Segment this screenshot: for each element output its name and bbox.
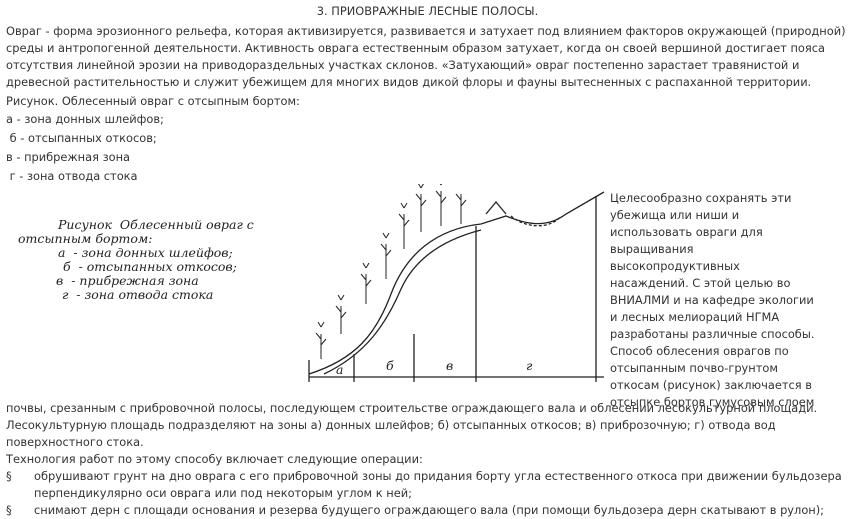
figure: Рисунок Облесенный овраг с отсыпным борт… (6, 184, 849, 409)
bullet: § (6, 469, 12, 483)
operation-text: обрушивают грунт на дно оврага с его при… (34, 469, 842, 500)
zone-letter: в (446, 358, 453, 373)
caption: Рисунок. Облесенный овраг с отсыпным бор… (6, 94, 300, 108)
figure-zone: б - отсыпанных откосов; (63, 259, 237, 274)
zone: в - прибрежная зона (6, 150, 131, 164)
title: 3. ПРИОВРАЖНЫЕ ЛЕСНЫЕ ПОЛОСЫ. (316, 4, 539, 18)
zone-letter: г (526, 358, 533, 373)
paragraph: почвы, срезанным с прибровочной полосы, … (6, 401, 818, 449)
intro: Овраг - форма эрозионного рельефа, котор… (6, 24, 846, 89)
operation-text: снимают дерн с площади основания и резер… (34, 503, 825, 517)
zone: г - зона отвода стока (6, 169, 138, 183)
bullet: § (6, 503, 12, 517)
zone-letter: б (386, 358, 394, 373)
zone: а - зона донных шлейфов; (6, 112, 164, 126)
figure-zone: г - зона отвода стока (62, 287, 213, 302)
operation: § снимают дерн с площади основания и резе… (6, 502, 849, 519)
paragraph-column: Целесообразно сохранять эти убежища или … (610, 191, 815, 409)
technology: Технология работ по этому способу включа… (6, 452, 423, 466)
zone: б - отсыпанных откосов; (6, 131, 157, 145)
figure-caption: Рисунок Облесенный овраг с (57, 217, 254, 232)
ravine-drawing: Рисунок Облесенный овраг с отсыпным борт… (18, 184, 605, 382)
zone-letter: а (336, 362, 343, 377)
figure-zone: а - зона донных шлейфов; (58, 245, 233, 260)
figure-zone: в - прибрежная зона (56, 273, 199, 288)
operation: § обрушивают грунт на дно оврага с его пр… (6, 468, 849, 502)
figure-caption: отсыпным бортом: (18, 231, 152, 246)
